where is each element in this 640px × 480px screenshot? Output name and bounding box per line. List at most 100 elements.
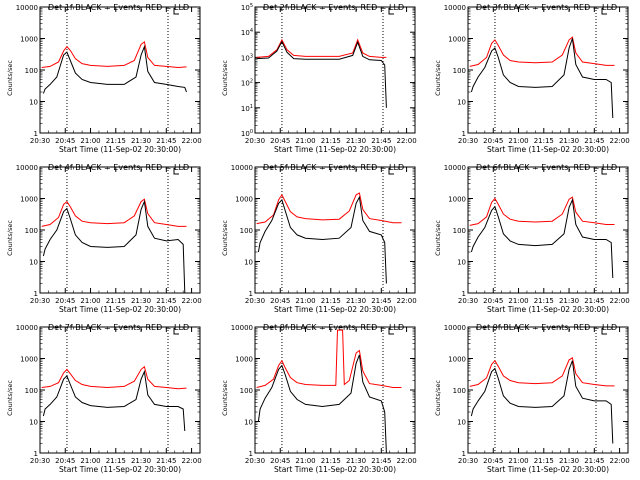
x-tick-label: 21:45 [584,137,604,145]
corner-marker [388,328,394,335]
y-tick-label: 10 [29,99,38,107]
y-tick-label: 104 [241,28,253,37]
series-line-black [256,40,387,108]
chart-panel-4: Det 4f BLACK = Events, RED = LLD11010010… [6,163,202,314]
x-axis-label: Start Time (11-Sep-02 20:30:00) [59,145,181,154]
x-tick-label: 22:00 [396,137,416,145]
plot-frame [254,166,416,294]
y-tick-label: 100 [25,227,38,235]
y-tick-label: 1 [34,290,38,298]
y-tick-label: 10 [29,259,38,267]
x-tick-label: 20:30 [458,297,478,305]
x-tick-label: 20:45 [55,297,75,305]
corner-marker [173,8,179,15]
x-tick-label: 21:15 [106,297,126,305]
plot-frame [254,6,416,134]
series-line-red [256,192,402,225]
series-line-red [41,198,187,227]
y-tick-label: 1000 [448,356,466,364]
corner-marker [388,168,394,175]
x-tick-label: 21:15 [106,137,126,145]
y-tick-label: 10 [457,419,466,427]
chart-panel-8: Det 8f BLACK = Events, RED = LLD11010010… [221,323,417,474]
series-line-black [42,44,187,94]
y-tick-label: 1 [462,130,466,138]
y-tick-label: 1 [462,450,466,458]
x-tick-label: 21:30 [346,457,366,465]
series-line-black [42,199,186,294]
x-tick-label: 21:00 [80,457,100,465]
series-line-black [470,38,614,119]
x-tick-label: 20:30 [458,457,478,465]
x-tick-label: 20:30 [245,457,265,465]
x-tick-label: 20:30 [30,297,50,305]
y-tick-label: 10000 [444,324,466,332]
x-axis-label: Start Time (11-Sep-02 20:30:00) [487,145,609,154]
series-line-red [469,196,615,226]
y-tick-label: 10000 [16,164,38,172]
y-tick-label: 10000 [444,164,466,172]
x-tick-label: 20:45 [55,137,75,145]
x-tick-label: 20:30 [245,297,265,305]
y-tick-label: 100 [453,67,466,75]
x-tick-label: 20:45 [270,137,290,145]
x-tick-label: 20:45 [55,457,75,465]
series-line-red [41,41,187,69]
x-tick-label: 21:15 [321,137,341,145]
y-tick-label: 101 [241,104,253,113]
corner-marker [601,168,607,175]
x-axis-label: Start Time (11-Sep-02 20:30:00) [487,465,609,474]
y-tick-label: 1000 [448,196,466,204]
x-axis-label: Start Time (11-Sep-02 20:30:00) [274,465,396,474]
x-tick-label: 22:00 [609,457,629,465]
x-tick-label: 21:00 [508,137,528,145]
y-tick-label: 10 [29,419,38,427]
x-tick-label: 21:45 [156,457,176,465]
x-tick-label: 20:30 [245,137,265,145]
x-tick-label: 21:00 [295,457,315,465]
x-tick-label: 21:15 [321,457,341,465]
chart-panel-6: Det 6f BLACK = Events, RED = LLD11010010… [434,163,630,314]
chart-panel-2: Det 2f BLACK = Events, RED = LLD10010110… [221,3,417,154]
y-tick-label: 100 [240,227,253,235]
series-line-black [257,354,387,454]
x-tick-label: 21:30 [346,137,366,145]
series-line-black [470,198,614,279]
x-tick-label: 21:45 [584,457,604,465]
x-tick-label: 20:45 [483,297,503,305]
x-tick-label: 21:15 [534,137,554,145]
corner-marker [601,8,607,15]
chart-panel-3: Det 3f BLACK = Events, RED = LLD11010010… [434,3,630,154]
x-tick-label: 21:45 [371,137,391,145]
plot-frame [39,6,201,134]
x-tick-label: 22:00 [181,137,201,145]
y-tick-label: 102 [241,79,253,88]
x-tick-label: 21:30 [559,137,579,145]
x-axis-label: Start Time (11-Sep-02 20:30:00) [274,145,396,154]
y-tick-label: 10 [244,419,253,427]
chart-panel-5: Det 5f BLACK = Events, RED = LLD11010010… [221,163,417,314]
chart-panel-9: Det 9f BLACK = Events, RED = LLD11010010… [434,323,630,474]
x-tick-label: 21:45 [156,297,176,305]
y-tick-label: 10000 [16,324,38,332]
corner-marker [388,8,394,15]
y-tick-label: 10000 [231,164,253,172]
x-axis-label: Start Time (11-Sep-02 20:30:00) [59,465,181,474]
x-tick-label: 22:00 [396,297,416,305]
y-tick-label: 1000 [20,36,38,44]
y-tick-label: 1000 [20,356,38,364]
x-axis-label: Start Time (11-Sep-02 20:30:00) [274,305,396,314]
y-tick-label: 10000 [231,324,253,332]
plot-frame [254,326,416,454]
x-axis-label: Start Time (11-Sep-02 20:30:00) [487,305,609,314]
series-line-black [257,195,387,284]
y-tick-label: 100 [453,387,466,395]
plot-frame [39,326,201,454]
x-tick-label: 20:30 [458,137,478,145]
plot-frame [467,326,629,454]
y-tick-label: 10 [457,99,466,107]
y-axis-label: Counts/sec [221,380,229,416]
x-tick-label: 21:00 [80,297,100,305]
x-tick-label: 21:00 [508,457,528,465]
y-tick-label: 1 [249,450,253,458]
